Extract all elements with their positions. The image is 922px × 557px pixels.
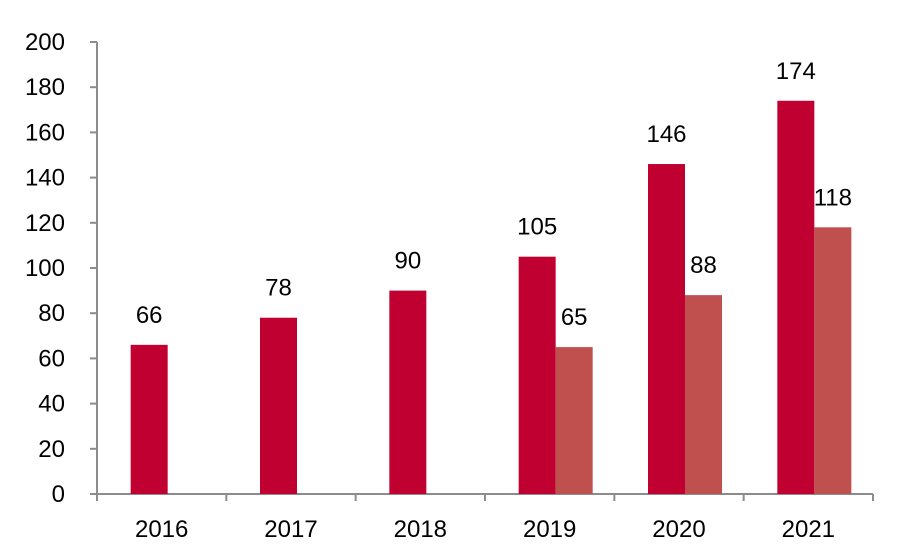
bar [389, 290, 427, 494]
x-tick-label: 2017 [264, 516, 317, 543]
bar [648, 164, 685, 495]
data-label: 66 [136, 302, 163, 329]
x-tick-label: 2021 [782, 516, 835, 543]
bar [555, 347, 593, 494]
y-tick-label: 60 [38, 345, 65, 372]
x-tick-label: 2018 [394, 516, 447, 543]
x-tick-label: 2019 [523, 516, 576, 543]
bar [260, 317, 297, 494]
bar [777, 100, 815, 494]
data-labels: 66 78 90 105 146 174 65 88 118 [136, 58, 852, 331]
x-tick-label: 2020 [652, 516, 705, 543]
data-label: 105 [517, 214, 557, 241]
y-tick-label: 120 [25, 210, 65, 237]
data-label: 118 [814, 184, 852, 211]
y-tick-label: 40 [38, 391, 65, 418]
data-label: 174 [776, 58, 816, 85]
x-tick-label: 2016 [135, 516, 188, 543]
bar [518, 256, 556, 494]
bar [130, 344, 168, 494]
y-tick-label: 160 [25, 119, 65, 146]
axes: 0 20 40 60 80 100 120 140 160 180 200 2016 2017 2018 2… [25, 29, 874, 543]
data-label: 65 [561, 304, 588, 331]
bars [130, 100, 852, 495]
bar [814, 227, 852, 494]
data-label: 78 [265, 275, 292, 302]
y-tick-label: 200 [25, 29, 65, 56]
data-label: 88 [690, 252, 717, 279]
y-tick-label: 180 [25, 74, 65, 101]
y-tick-label: 140 [25, 165, 65, 192]
y-tick-label: 100 [25, 255, 65, 282]
bar [685, 295, 722, 494]
y-tick-label: 80 [38, 300, 65, 327]
y-tick-label: 20 [38, 436, 65, 463]
data-label: 90 [394, 248, 421, 275]
y-tick-label: 0 [52, 481, 65, 508]
data-label: 146 [646, 121, 686, 148]
